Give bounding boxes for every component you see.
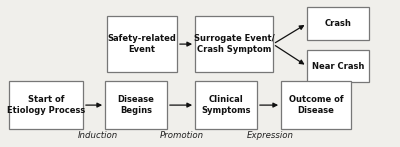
Text: Safety-related
Event: Safety-related Event	[108, 34, 176, 54]
FancyBboxPatch shape	[105, 81, 167, 129]
FancyBboxPatch shape	[195, 16, 273, 72]
FancyBboxPatch shape	[307, 50, 369, 82]
Text: Expression: Expression	[246, 131, 294, 140]
Text: Induction: Induction	[78, 131, 118, 140]
Text: Start of
Etiology Process: Start of Etiology Process	[7, 95, 85, 115]
FancyBboxPatch shape	[9, 81, 83, 129]
Text: Promotion: Promotion	[160, 131, 204, 140]
Text: Clinical
Symptoms: Clinical Symptoms	[201, 95, 251, 115]
FancyBboxPatch shape	[107, 16, 177, 72]
Text: Crash: Crash	[324, 19, 352, 28]
FancyBboxPatch shape	[281, 81, 351, 129]
Text: Near Crash: Near Crash	[312, 62, 364, 71]
FancyBboxPatch shape	[307, 7, 369, 40]
FancyBboxPatch shape	[195, 81, 257, 129]
Text: Outcome of
Disease: Outcome of Disease	[289, 95, 343, 115]
Text: Disease
Begins: Disease Begins	[118, 95, 154, 115]
Text: Surrogate Event/
Crash Symptom: Surrogate Event/ Crash Symptom	[194, 34, 274, 54]
